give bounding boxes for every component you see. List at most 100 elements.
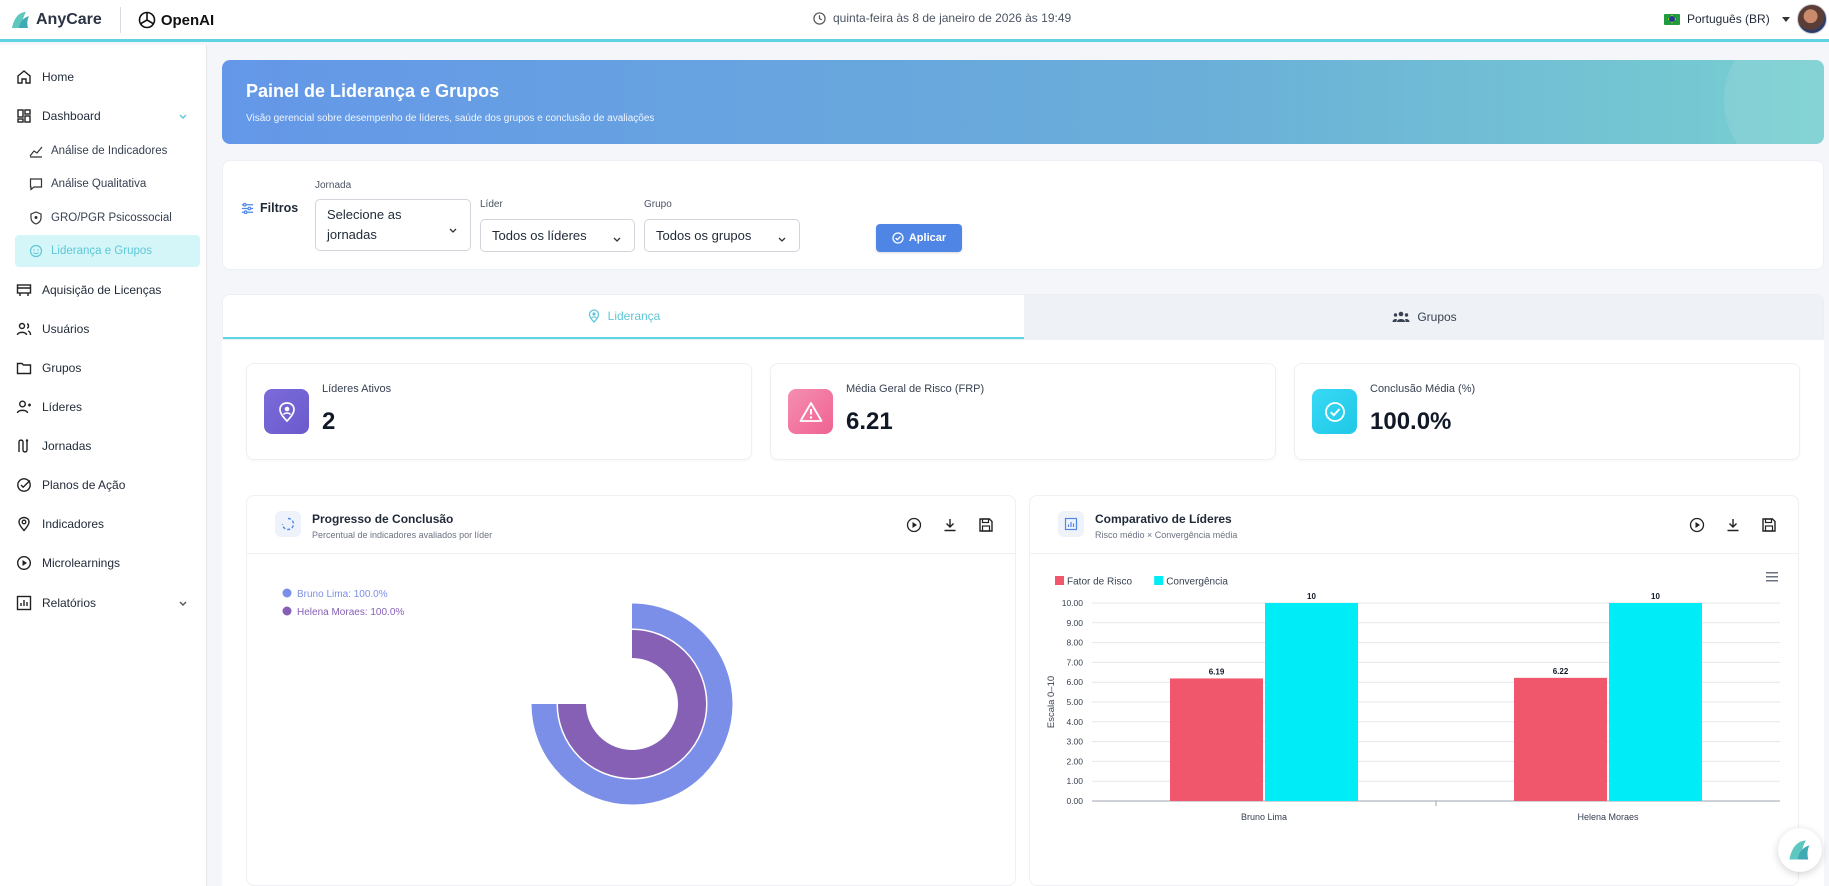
y-tick-label: 4.00 (1066, 717, 1083, 727)
smile-icon (28, 243, 44, 259)
chevron-down-icon (777, 232, 787, 247)
leader-badge-icon (588, 309, 599, 323)
sidebar-subitem-lideranca-grupos[interactable]: Liderança e Grupos (15, 235, 200, 267)
language-selector[interactable]: Português (BR) (1664, 12, 1790, 26)
warning-icon (788, 389, 833, 434)
kpi-card-lideres-ativos: Líderes Ativos 2 (246, 363, 752, 460)
play-icon[interactable] (1688, 516, 1706, 534)
download-icon[interactable] (941, 516, 959, 534)
sidebar-item-label: Microlearnings (42, 556, 121, 570)
y-tick-label: 9.00 (1066, 618, 1083, 628)
sidebar-item-indicadores[interactable]: Indicadores (15, 513, 200, 535)
chevron-down-icon (448, 221, 458, 241)
sidebar-item-label: Planos de Ação (42, 478, 126, 492)
bar-0-1 (1514, 677, 1607, 801)
sidebar-item-usuarios[interactable]: Usuários (15, 318, 200, 340)
sidebar-subitem-analise-qualitativa[interactable]: Análise Qualitativa (28, 174, 200, 194)
language-label: Português (BR) (1687, 12, 1770, 26)
y-tick-label: 3.00 (1066, 737, 1083, 747)
download-icon[interactable] (1724, 516, 1742, 534)
bar-1-0 (1265, 603, 1358, 801)
chart-menu-icon (1766, 572, 1778, 582)
data-label: 10 (1651, 592, 1660, 601)
kpi-value: 100.0% (1370, 408, 1452, 435)
kpi-card-conclusao-media: Conclusão Média (%) 100.0% (1294, 363, 1800, 460)
sidebar-item-microlearnings[interactable]: Microlearnings (15, 552, 200, 574)
sidebar-subitem-label: Liderança e Grupos (51, 245, 153, 257)
kpi-value: 6.21 (846, 408, 893, 435)
y-tick-label: 1.00 (1066, 776, 1083, 786)
sidebar-item-relatorios[interactable]: Relatórios (15, 592, 200, 614)
sidebar-item-label: Indicadores (42, 517, 105, 531)
filters-card: Filtros Jornada Selecione as jornadas Lí… (222, 160, 1824, 270)
play-icon[interactable] (905, 516, 923, 534)
sidebar-item-dashboard[interactable]: Dashboard (15, 105, 200, 127)
tab-grupos[interactable]: Grupos (1024, 295, 1823, 339)
y-tick-label: 8.00 (1066, 638, 1083, 648)
legend-marker-1 (282, 606, 292, 616)
panel-header: Progresso de Conclusão Percentual de ind… (247, 496, 1015, 554)
anycare-logo[interactable]: AnyCare (10, 10, 102, 30)
radial-bar-0 (531, 603, 733, 805)
journey-icon (15, 437, 33, 455)
chart-menu-line (1766, 576, 1778, 578)
legend-label-1: Convergência (1166, 577, 1228, 588)
tab-lideranca[interactable]: Liderança (223, 295, 1024, 339)
partner-name: OpenAI (160, 11, 215, 29)
current-datetime: quinta-feira às 8 de janeiro de 2026 às … (813, 11, 1071, 25)
save-icon[interactable] (1760, 516, 1778, 534)
brazil-flag-icon (1664, 13, 1680, 25)
sidebar-item-label: Dashboard (42, 109, 101, 123)
legend-label-1: Helena Moraes: 100.0% (297, 607, 404, 618)
y-tick-label: 10.00 (1062, 598, 1084, 608)
sidebar-subitem-analise-indicadores[interactable]: Análise de Indicadores (28, 141, 200, 161)
y-tick-label: 7.00 (1066, 657, 1083, 667)
data-label: 6.19 (1209, 667, 1225, 676)
folder-icon (15, 359, 33, 377)
chart-menu-line (1766, 572, 1778, 574)
sidebar-item-label: Jornadas (42, 439, 92, 453)
sidebar-item-home[interactable]: Home (15, 66, 200, 88)
lider-select-value: Todos os líderes (492, 228, 587, 243)
grupo-select[interactable]: Todos os grupos (644, 219, 800, 252)
clock-icon (813, 11, 826, 25)
sidebar-item-aquisicao-licencas[interactable]: Aquisição de Licenças (15, 279, 200, 301)
shield-icon (28, 210, 44, 226)
comment-icon (28, 176, 44, 192)
chevron-down-icon (178, 597, 188, 611)
sidebar-item-planos-acao[interactable]: Planos de Ação (15, 474, 200, 496)
leader-comparison-bar-chart: Fator de Risco Convergência 0.00 1.00 2.00 3.… (1046, 572, 1780, 822)
bar-1-1 (1609, 603, 1702, 801)
y-tick-label: 0.00 (1066, 796, 1083, 806)
page-title: Painel de Liderança e Grupos (246, 81, 500, 101)
sidebar-subitem-gro-pgr[interactable]: GRO/PGR Psicossocial (28, 208, 200, 228)
sidebar-item-jornadas[interactable]: Jornadas (15, 435, 200, 457)
user-avatar[interactable] (1797, 4, 1827, 34)
sidebar-item-label: Aquisição de Licenças (42, 283, 162, 297)
kpi-label: Conclusão Média (%) (1370, 383, 1476, 395)
kpi-label: Líderes Ativos (322, 383, 392, 395)
apply-button[interactable]: Aplicar (876, 224, 962, 252)
datetime-text: quinta-feira às 8 de janeiro de 2026 às … (833, 11, 1072, 25)
openai-logo: OpenAI (137, 10, 214, 30)
panel-header: Comparativo de Líderes Risco médio × Con… (1030, 496, 1798, 554)
grupo-label: Grupo (644, 199, 672, 210)
jornada-value-line1: Selecione as (327, 207, 402, 222)
progress-chart-panel: Progresso de Conclusão Percentual de ind… (246, 495, 1016, 886)
jornada-select[interactable]: Selecione as jornadas (315, 199, 471, 251)
users-icon (15, 320, 33, 338)
play-icon (15, 554, 33, 572)
chevron-down-icon (612, 232, 622, 247)
check-circle-icon (15, 476, 33, 494)
lider-select[interactable]: Todos os líderes (480, 219, 635, 252)
assistant-fab-button[interactable] (1778, 828, 1822, 872)
save-icon[interactable] (977, 516, 995, 534)
panel-actions (1670, 516, 1778, 534)
sidebar-item-grupos[interactable]: Grupos (15, 357, 200, 379)
data-label: 6.22 (1553, 667, 1569, 676)
anycare-logo-icon (12, 12, 29, 28)
radial-progress-chart: Bruno Lima: 100.0% Helena Moraes: 100.0% (282, 588, 733, 805)
y-tick-label: 5.00 (1066, 697, 1083, 707)
panel-title: Progresso de Conclusão (312, 512, 454, 526)
sidebar-item-lideres[interactable]: Líderes (15, 396, 200, 418)
